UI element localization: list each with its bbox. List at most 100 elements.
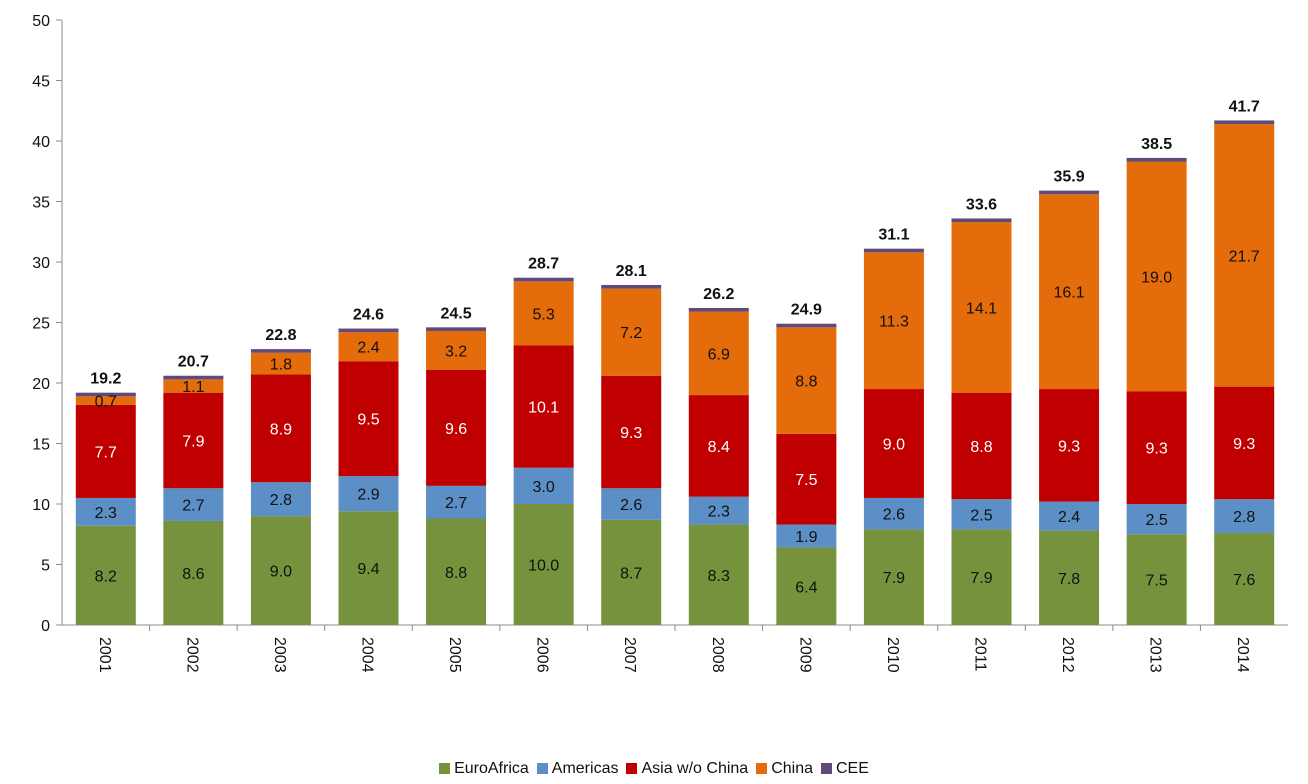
data-label: 2.6 <box>620 497 642 514</box>
total-label: 33.6 <box>966 196 997 213</box>
bar-segment-americas <box>513 467 574 504</box>
bar-segment-asia-w-o-china <box>1039 389 1100 502</box>
data-label: 9.0 <box>270 564 292 581</box>
data-label: 1.9 <box>795 529 817 546</box>
data-label: 2.4 <box>357 340 379 357</box>
data-label: 9.4 <box>357 561 379 578</box>
data-label: 14.1 <box>966 300 997 317</box>
bar-segment-china <box>1214 124 1275 387</box>
bar-segment-americas <box>776 524 837 548</box>
bar-segment-china <box>1039 194 1100 390</box>
bar-segment-americas <box>75 497 136 526</box>
data-label: 10.0 <box>528 558 559 575</box>
bar-segment-cee <box>951 218 1012 223</box>
bar-segment-asia-w-o-china <box>163 392 224 489</box>
legend-swatch <box>536 763 548 774</box>
data-label: 2.9 <box>357 487 379 504</box>
bar-segment-asia-w-o-china <box>601 375 662 489</box>
bar-segment-china <box>1126 161 1187 392</box>
legend-swatch <box>756 763 768 774</box>
bar-segment-china <box>250 352 311 375</box>
data-label: 10.1 <box>528 400 559 417</box>
total-label: 24.9 <box>791 302 822 319</box>
data-label: 2.3 <box>708 504 730 521</box>
bar-segment-cee <box>250 349 311 353</box>
stacked-bar-chart: 0 5 10 15 20 25 30 35 40 45 50 2001 2002 2003 2004 2005… <box>32 13 1288 673</box>
x-tick-label: 2012 <box>1059 637 1076 673</box>
x-tick-label: 2014 <box>1234 637 1251 673</box>
data-label: 8.8 <box>970 439 992 456</box>
bar-segment-americas <box>951 499 1012 530</box>
data-label: 1.1 <box>182 379 204 396</box>
x-tick-label: 2004 <box>359 637 376 673</box>
total-label: 24.5 <box>441 305 472 322</box>
bar-segment-asia-w-o-china <box>513 345 574 468</box>
data-label: 8.4 <box>708 439 730 456</box>
data-label: 7.7 <box>95 444 117 461</box>
data-label: 7.9 <box>883 570 905 587</box>
chart-labels: 8.2 2.3 7.7 0.7 19.2 8.6 2.7 7.9 1.1 20.7 9.0 2.8 8.… <box>90 98 1260 596</box>
legend-label: EuroAfrica <box>454 760 529 777</box>
y-tick-label: 20 <box>32 376 50 393</box>
bar-segment-china <box>951 222 1012 393</box>
bar-segment-euroafrica <box>75 525 136 625</box>
x-tick-label: 2010 <box>884 637 901 673</box>
bar-segment-china <box>863 252 924 390</box>
legend-item: CEE <box>821 760 869 778</box>
data-label: 6.4 <box>795 579 817 596</box>
bar-segment-china <box>776 327 837 434</box>
bar-segment-china <box>513 281 574 346</box>
legend-item: Americas <box>536 760 618 778</box>
bar-segment-americas <box>688 496 749 525</box>
bar-segment-china <box>688 311 749 396</box>
total-label: 20.7 <box>178 354 209 371</box>
bar-segment-cee <box>601 284 662 289</box>
bar-segment-euroafrica <box>163 520 224 625</box>
bar-segment-cee <box>863 248 924 253</box>
bar-segment-americas <box>250 482 311 517</box>
bar-segment-asia-w-o-china <box>1214 386 1275 500</box>
data-label: 7.5 <box>795 472 817 489</box>
y-tick-label: 5 <box>41 558 50 575</box>
data-label: 8.7 <box>620 565 642 582</box>
data-label: 2.8 <box>270 492 292 509</box>
bar-segment-euroafrica <box>863 529 924 625</box>
bar-segment-china <box>601 288 662 376</box>
total-label: 35.9 <box>1054 169 1085 186</box>
bar-segment-euroafrica <box>951 529 1012 625</box>
y-tick-label: 25 <box>32 316 50 333</box>
bar-segment-americas <box>1126 504 1187 535</box>
bar-segment-asia-w-o-china <box>688 395 749 497</box>
chart-axes: 0 5 10 15 20 25 30 35 40 45 50 2001 2002 2003 2004 2005… <box>32 13 1288 673</box>
data-label: 19.0 <box>1141 270 1172 287</box>
bar-segment-euroafrica <box>1214 533 1275 625</box>
bar-segment-cee <box>75 392 136 397</box>
data-label: 7.5 <box>1146 573 1168 590</box>
total-label: 28.1 <box>616 263 647 280</box>
data-label: 2.5 <box>1146 512 1168 529</box>
data-label: 1.8 <box>270 357 292 374</box>
total-label: 26.2 <box>703 286 734 303</box>
bar-segment-china <box>338 332 399 362</box>
data-label: 3.2 <box>445 343 467 360</box>
data-label: 2.8 <box>1233 509 1255 526</box>
data-label: 7.9 <box>970 570 992 587</box>
data-label: 2.3 <box>95 505 117 522</box>
data-label: 0.7 <box>95 394 117 411</box>
bar-segment-china <box>163 379 224 393</box>
bar-segment-cee <box>1214 120 1275 125</box>
total-label: 28.7 <box>528 256 559 273</box>
bar-segment-cee <box>776 323 837 328</box>
bar-segment-euroafrica <box>338 511 399 625</box>
data-label: 2.7 <box>182 498 204 515</box>
legend-item: China <box>756 760 813 778</box>
bar-segment-cee <box>513 277 574 282</box>
bar-segment-americas <box>426 485 487 519</box>
x-tick-label: 2011 <box>972 637 989 672</box>
y-tick-label: 0 <box>41 618 50 635</box>
bar-segment-cee <box>1126 157 1187 162</box>
data-label: 8.2 <box>95 568 117 585</box>
bar-segment-euroafrica <box>688 524 749 625</box>
y-tick-label: 30 <box>32 255 50 272</box>
bar-segment-americas <box>1214 499 1275 534</box>
